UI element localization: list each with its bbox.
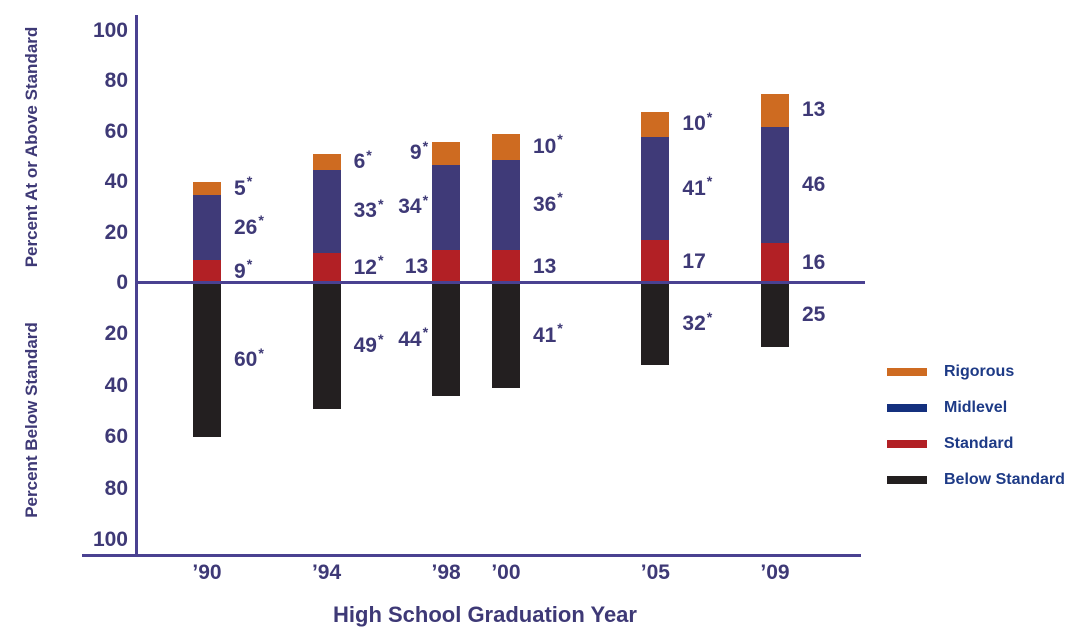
y-tick-label: 40 [104, 170, 128, 194]
data-label: 13 [532, 254, 557, 278]
data-label: 12 * [353, 253, 384, 279]
rigorous-swatch-icon [887, 368, 927, 376]
bar-segment-below-standard [761, 283, 789, 348]
x-tick-label: ’09 [760, 561, 790, 584]
bar-segment-standard [312, 252, 341, 283]
data-label: 16 [802, 250, 826, 274]
data-label: 60 * [234, 345, 264, 372]
bar-segment-rigorous [761, 94, 789, 127]
data-label: 26 * [234, 213, 264, 239]
bar-segment-midlevel [761, 126, 789, 243]
y-tick-label: 20 [104, 220, 128, 244]
bar-segment-midlevel [193, 194, 221, 261]
data-label: 34 * [398, 192, 429, 219]
bar-segment-rigorous [432, 141, 461, 165]
x-tick-label: ’05 [640, 561, 670, 584]
legend: Rigorous Midlevel Standard Below Standar… [887, 363, 1065, 510]
legend-label: Rigorous [944, 363, 1015, 380]
data-label: 41 * [532, 321, 563, 347]
bar-segment-midlevel [641, 136, 670, 241]
data-label: 6 * [353, 147, 372, 174]
bar-segment-below-standard [491, 283, 520, 389]
data-label: 9 * [234, 257, 253, 283]
y-tick-label: 0 [116, 271, 128, 294]
y-tick-label: 60 [104, 425, 128, 449]
x-tick-label: ’98 [431, 561, 461, 584]
legend-item-rigorous: Rigorous [887, 363, 1065, 380]
bar-segment-rigorous [193, 182, 221, 195]
bar-segment-midlevel [491, 159, 520, 251]
x-axis-title: High School Graduation Year [333, 602, 637, 627]
legend-item-below-standard: Below Standard [887, 471, 1065, 488]
data-label: 17 [682, 249, 706, 273]
below-standard-swatch-icon [887, 476, 927, 484]
y-tick-label: 60 [104, 119, 128, 143]
bar-segment-standard [761, 242, 789, 283]
y-tick-label: 80 [104, 69, 128, 93]
bar-segment-below-standard [432, 283, 461, 397]
bar-segment-standard [641, 240, 670, 283]
x-tick-label: ’94 [311, 561, 342, 584]
standard-swatch-icon [887, 440, 927, 448]
legend-label: Standard [944, 435, 1014, 452]
x-tick-label: ’90 [192, 561, 222, 584]
bar-segment-rigorous [312, 154, 341, 170]
data-label: 13 [802, 98, 826, 122]
y-tick-label: 100 [92, 19, 128, 42]
bar-segment-rigorous [491, 134, 520, 160]
data-label: 10 * [682, 109, 713, 136]
data-label: 5 * [234, 174, 253, 200]
data-label: 32 * [682, 309, 713, 336]
bar-segment-rigorous [641, 111, 670, 137]
y-tick-label: 80 [104, 476, 128, 500]
x-tick-label: ’00 [491, 561, 521, 584]
bar-segment-standard [193, 260, 221, 283]
data-label: 44 * [398, 325, 429, 351]
data-label: 9 * [409, 138, 429, 165]
data-label: 36 * [532, 190, 563, 216]
y-axis-title-above: Percent At or Above Standard [22, 26, 41, 268]
data-label: 33 * [353, 196, 384, 223]
y-tick-label: 40 [104, 373, 128, 397]
bar-segment-below-standard [641, 283, 670, 366]
x-axis-line [82, 554, 861, 557]
legend-item-midlevel: Midlevel [887, 399, 1065, 416]
data-label: 10 * [532, 132, 563, 158]
data-label: 49 * [353, 331, 384, 357]
data-label: 46 [802, 172, 826, 196]
bar-segment-below-standard [193, 283, 221, 438]
midlevel-swatch-icon [887, 404, 927, 412]
y-tick-label: 20 [104, 322, 128, 346]
legend-item-standard: Standard [887, 435, 1065, 452]
bar-segment-below-standard [312, 283, 341, 409]
data-label: 13 [404, 254, 429, 278]
bar-segment-standard [491, 250, 520, 283]
zero-baseline [136, 281, 865, 284]
y-axis-title-below: Percent Below Standard [22, 322, 41, 518]
legend-label: Midlevel [944, 399, 1008, 416]
y-tick-label: 100 [92, 528, 128, 551]
y-axis-line [135, 15, 138, 557]
bar-segment-midlevel [432, 164, 461, 251]
data-label: 25 [802, 303, 826, 327]
data-label: 41 * [682, 174, 713, 200]
bar-segment-standard [432, 250, 461, 283]
bar-segment-midlevel [312, 169, 341, 253]
legend-label: Below Standard [944, 471, 1065, 488]
